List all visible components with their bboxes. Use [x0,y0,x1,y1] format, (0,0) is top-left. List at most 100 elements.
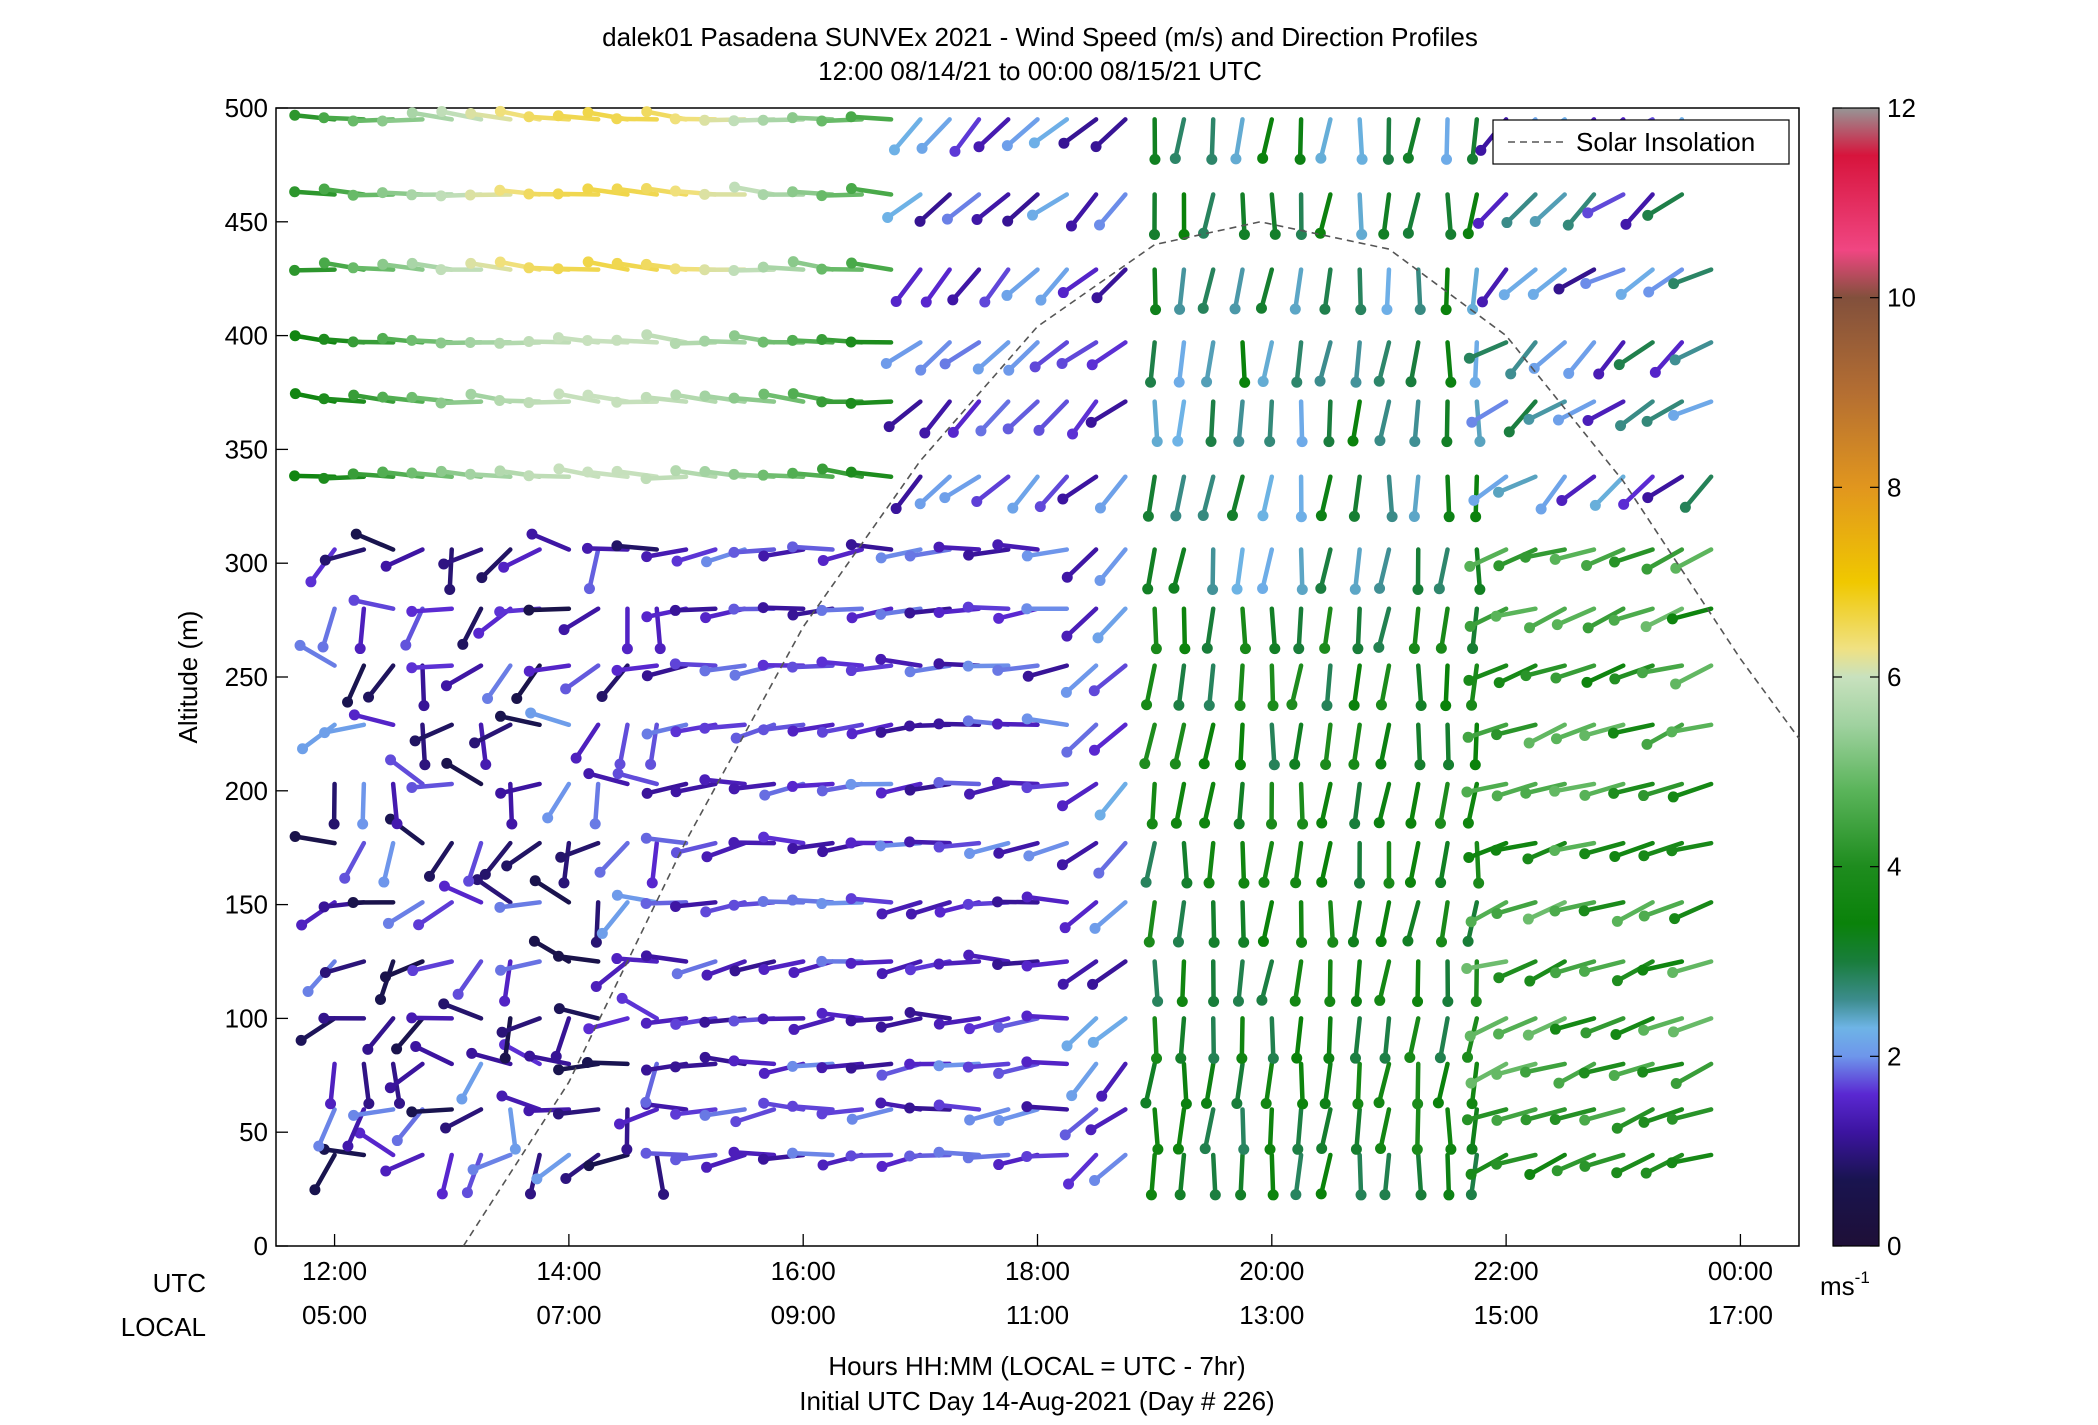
wind-barb-shaft [1152,399,1160,444]
wind-barb-layer [289,105,1714,1201]
wind-barb-head [640,1017,652,1029]
wind-barb-shaft [1464,781,1509,795]
wind-barb [1520,663,1567,682]
wind-barb-head [1379,1189,1391,1201]
wind-barb-shaft [1353,1016,1362,1061]
wind-barb-head [669,1061,681,1073]
wind-barb-shaft [1351,900,1362,945]
wind-barb-head [1141,699,1153,711]
wind-barb [318,393,367,405]
wind-barb-head [1197,509,1209,521]
wind-barb [1352,606,1364,655]
wind-barb-shaft [312,1152,337,1193]
wind-barb-head [845,837,857,849]
wind-barb [1208,900,1220,948]
wind-barb-head [757,469,769,481]
wind-barb [1269,606,1281,655]
wind-barb-head [1316,1142,1328,1154]
wind-barb-shaft [1673,547,1714,571]
wind-barb-shaft [1552,547,1597,562]
wind-barb-head [611,664,623,676]
wind-barb-shaft [1683,474,1714,510]
wind-barb [1462,192,1480,240]
wind-barb-shaft [1611,781,1655,796]
wind-barb-head [1462,228,1474,240]
wind-barb-head [318,901,330,913]
wind-barb-shaft [1553,663,1597,681]
wind-barb-head [1618,498,1630,510]
wind-barb-head [933,607,945,619]
wind-barb-head [758,1067,770,1079]
wind-barb-head [1229,303,1241,315]
wind-barb [646,840,659,889]
wind-barb [1173,663,1187,711]
wind-barb-head [558,624,570,636]
wind-barb-head [1356,153,1368,165]
wind-barb-head [934,906,946,918]
wind-barb-shaft [733,1107,777,1124]
wind-barb-head [1620,218,1632,230]
wind-barb [1524,959,1567,987]
wind-barb [1667,959,1714,978]
wind-barb-shaft [731,781,777,792]
wind-barb [1609,663,1655,685]
wind-barb-head [1490,610,1502,622]
wind-barb-head [757,896,769,908]
wind-barb-shaft [1092,663,1128,694]
wind-barb [295,1016,337,1046]
wind-barb-shaft [1438,1016,1450,1061]
wind-barb [361,1061,375,1110]
wind-barb [1065,192,1099,232]
wind-barb-shaft [1436,1061,1450,1106]
wind-barb [1033,399,1070,436]
wind-barb-head [409,735,421,747]
wind-barb [1549,781,1597,797]
wind-barb-shaft [674,547,718,564]
wind-barb-head [915,364,927,376]
wind-barb-shaft [909,900,952,917]
wind-barb-head [463,875,475,887]
wind-barb [757,602,806,614]
wind-barb [1669,900,1714,925]
wind-barb-shaft [366,663,396,700]
wind-barb-head [1581,559,1593,571]
wind-barb [1203,663,1216,711]
wind-barb-shaft [308,547,337,585]
wind-barb [1667,781,1714,803]
wind-barb-shaft [1292,722,1304,767]
wind-barb [1505,340,1538,380]
wind-barb-head [1580,1027,1592,1039]
wind-barb-head [920,296,932,308]
wind-barb [904,836,952,848]
wind-barb-shaft [1145,547,1157,592]
wind-barb-head [817,463,829,475]
wind-barb-head [1435,642,1447,654]
wind-barb-head [1057,493,1069,505]
wind-barb-head [669,185,681,197]
wind-barb-shaft [1267,399,1275,444]
wind-barb [964,1016,1011,1035]
wind-barb-head [594,866,606,878]
wind-barb-shaft [321,474,367,481]
wind-barb-shaft [380,117,425,124]
wind-barb-head [560,1173,572,1185]
wind-barb-head [1007,502,1019,514]
wind-barb [1350,959,1362,1007]
wind-barb [495,781,542,799]
wind-barb-shaft [1494,1061,1538,1077]
wind-barb [1374,399,1392,447]
wind-barb [363,663,396,703]
wind-barb-head [621,1143,633,1155]
wind-barb-head [1463,852,1475,864]
wind-barb-shaft [1552,840,1597,853]
wind-barb-head [1207,584,1219,596]
wind-barb [380,1152,425,1177]
wind-barb-head [1441,436,1453,448]
wind-barb-head [1197,302,1209,314]
x-tick-label-utc: 18:00 [1005,1256,1070,1286]
wind-barb [1498,267,1538,301]
wind-barb-shaft [1445,1152,1452,1198]
wind-barb-head [658,1188,670,1200]
wind-barb-head [1670,562,1682,574]
wind-barb-head [1349,1052,1361,1064]
